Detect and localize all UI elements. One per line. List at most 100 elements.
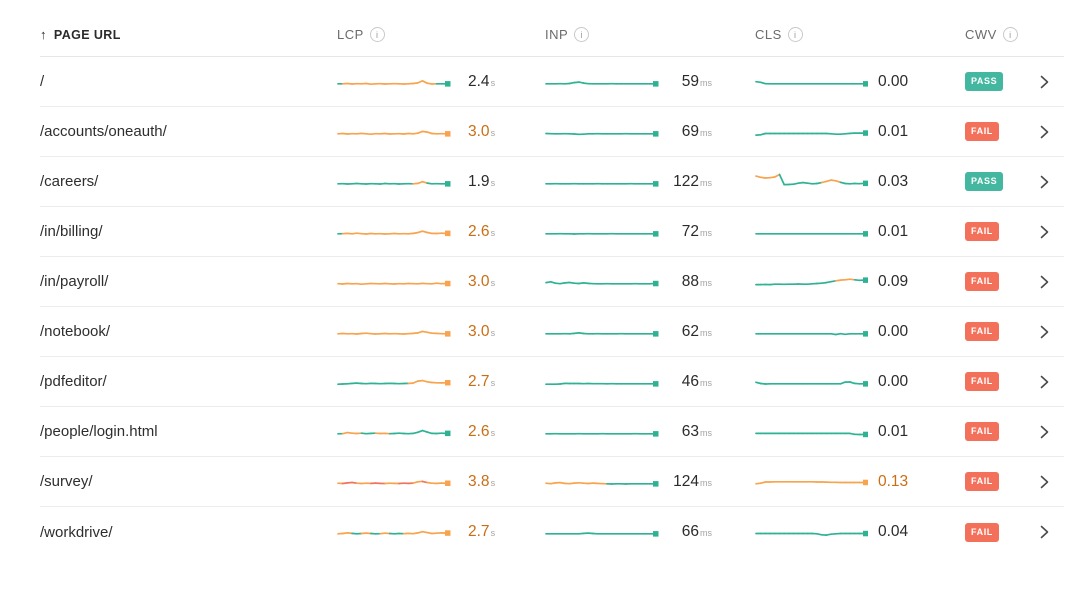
row-detail-link[interactable]	[1025, 125, 1064, 139]
page-url-row[interactable]: /survey/ 3.8s 124ms 0.13 FAIL	[40, 457, 1064, 507]
lcp-value: 3.0s	[468, 272, 496, 290]
trend-sparkline	[545, 80, 659, 87]
sparkline-endpoint-marker	[653, 280, 659, 286]
cls-value: 0.04	[878, 523, 909, 540]
chevron-right-icon	[1040, 425, 1049, 438]
page-url-row[interactable]: /in/payroll/ 3.0s 88ms 0.09 FAIL	[40, 257, 1064, 307]
inp-value: 62ms	[681, 322, 712, 340]
cls-value: 0.01	[878, 122, 909, 140]
cwv-status-badge: FAIL	[965, 422, 999, 441]
cls-value: 0.00	[878, 72, 909, 90]
cwv-report-table: ↑ PAGE URL LCP i INP i CLS i CWV i / 2.4…	[40, 27, 1064, 557]
row-detail-link[interactable]	[1025, 425, 1064, 439]
page-url-text: /people/login.html	[40, 423, 158, 440]
row-detail-link[interactable]	[1025, 75, 1064, 89]
row-detail-link[interactable]	[1025, 375, 1064, 389]
page-url-row[interactable]: /notebook/ 3.0s 62ms 0.00 FAIL	[40, 307, 1064, 357]
inp-value: 66ms	[681, 523, 712, 540]
sparkline-endpoint-marker	[445, 180, 451, 187]
inp-value: 122ms	[673, 172, 712, 190]
lcp-header-label: LCP	[337, 27, 364, 42]
table-body: / 2.4s 59ms 0.00 PASS /accounts/oneauth/…	[40, 57, 1064, 557]
page-url-text: /survey/	[40, 473, 93, 490]
lcp-sparkline-cell	[337, 373, 455, 391]
row-detail-link[interactable]	[1025, 475, 1064, 489]
trend-sparkline	[337, 379, 451, 385]
chevron-right-icon	[1040, 525, 1049, 539]
sparkline-endpoint-marker	[863, 276, 868, 283]
sparkline-endpoint-marker	[445, 230, 451, 236]
page-url-row[interactable]: /in/billing/ 2.6s 72ms 0.01 FAIL	[40, 207, 1064, 257]
lcp-unit: s	[490, 277, 496, 288]
page-url-text: /careers/	[40, 173, 99, 190]
sparkline-endpoint-marker	[863, 330, 868, 337]
sparkline-endpoint-marker	[863, 80, 868, 87]
page-url-row[interactable]: /accounts/oneauth/ 3.0s 69ms 0.01 FAIL	[40, 107, 1064, 157]
sparkline-endpoint-marker	[445, 80, 451, 87]
trend-sparkline	[545, 280, 659, 286]
info-icon[interactable]: i	[369, 27, 385, 42]
lcp-sparkline-cell	[337, 223, 455, 241]
page-url-row[interactable]: /workdrive/ 2.7s 66ms 0.04 FAIL	[40, 507, 1064, 557]
cwv-status-cell: FAIL	[965, 372, 1025, 391]
inp-header-label: INP	[545, 27, 569, 42]
trend-sparkline	[337, 480, 451, 486]
cwv-status-badge: FAIL	[965, 272, 999, 291]
lcp-sparkline-cell	[337, 123, 455, 141]
lcp-value: 3.0s	[468, 122, 496, 140]
row-detail-link[interactable]	[1025, 175, 1064, 189]
cwv-status-badge: FAIL	[965, 522, 999, 542]
trend-sparkline	[755, 129, 868, 136]
column-header-cls: CLS i	[755, 27, 868, 42]
sparkline-endpoint-marker	[863, 180, 868, 186]
page-url-row[interactable]: / 2.4s 59ms 0.00 PASS	[40, 57, 1064, 107]
page-url-row[interactable]: /pdfeditor/ 2.7s 46ms 0.00 FAIL	[40, 357, 1064, 407]
lcp-unit: s	[490, 427, 496, 438]
sparkline-endpoint-marker	[653, 430, 659, 437]
lcp-unit: s	[490, 77, 496, 88]
page-url-row[interactable]: /people/login.html 2.6s 63ms 0.01 FAIL	[40, 407, 1064, 457]
page-url-text: /	[40, 73, 45, 90]
chevron-right-icon	[1040, 375, 1049, 388]
sparkline-endpoint-marker	[653, 180, 659, 187]
cls-sparkline-cell	[755, 523, 868, 541]
lcp-unit: s	[490, 377, 496, 388]
cwv-status-badge: PASS	[965, 72, 1004, 91]
chevron-right-icon	[1040, 275, 1049, 288]
trend-sparkline	[545, 380, 659, 387]
inp-unit: ms	[700, 227, 712, 238]
info-icon[interactable]: i	[1002, 27, 1018, 42]
row-detail-link[interactable]	[1025, 275, 1064, 289]
info-icon[interactable]: i	[574, 27, 590, 42]
cls-sparkline-cell	[755, 423, 868, 441]
trend-sparkline	[755, 276, 868, 285]
chevron-right-icon	[1040, 175, 1049, 188]
trend-sparkline	[545, 230, 659, 237]
lcp-value: 1.9s	[468, 172, 496, 190]
row-detail-link[interactable]	[1025, 325, 1064, 339]
page-url-text: /notebook/	[40, 323, 111, 340]
sparkline-endpoint-marker	[445, 379, 451, 385]
trend-sparkline	[545, 180, 659, 187]
trend-sparkline	[755, 230, 868, 237]
column-header-cwv: CWV i	[965, 27, 1025, 42]
info-icon[interactable]: i	[787, 27, 803, 42]
sparkline-endpoint-marker	[653, 130, 659, 137]
cls-sparkline-cell	[755, 123, 868, 141]
sparkline-endpoint-marker	[445, 280, 451, 286]
cls-sparkline-cell	[755, 473, 868, 491]
sparkline-endpoint-marker	[653, 80, 659, 87]
trend-sparkline	[337, 330, 451, 337]
inp-sparkline-cell	[545, 173, 660, 191]
chevron-right-icon	[1040, 475, 1049, 488]
lcp-value: 3.8s	[468, 472, 496, 490]
column-header-page-url[interactable]: ↑ PAGE URL	[40, 27, 337, 42]
row-detail-link[interactable]	[1025, 225, 1064, 239]
lcp-sparkline-cell	[337, 473, 455, 491]
trend-sparkline	[337, 280, 451, 286]
page-url-row[interactable]: /careers/ 1.9s 122ms 0.03 PASS	[40, 157, 1064, 207]
inp-sparkline-cell	[545, 73, 660, 91]
row-detail-link[interactable]	[1025, 525, 1064, 539]
cwv-status-badge: PASS	[965, 172, 1004, 191]
trend-sparkline	[337, 79, 451, 87]
